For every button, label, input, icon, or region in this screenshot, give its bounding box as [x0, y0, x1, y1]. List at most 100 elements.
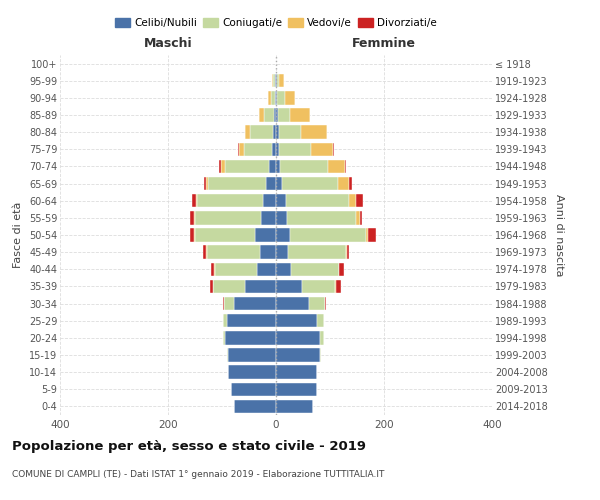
Bar [223, 297, 224, 310]
Bar [203, 177, 206, 190]
Text: Femmine: Femmine [352, 37, 416, 50]
Bar [288, 246, 346, 259]
Bar [275, 91, 276, 104]
Bar [366, 228, 368, 241]
Bar [277, 74, 279, 88]
Bar [225, 331, 276, 344]
Bar [276, 297, 310, 310]
Bar [190, 211, 194, 224]
Bar [275, 74, 276, 88]
Bar [286, 194, 349, 207]
Bar [271, 91, 275, 104]
Bar [276, 314, 317, 328]
Bar [290, 228, 366, 241]
Bar [283, 177, 338, 190]
Bar [276, 228, 290, 241]
Bar [223, 331, 225, 344]
Bar [273, 74, 275, 88]
Bar [290, 108, 310, 122]
Bar [276, 331, 320, 344]
Bar [360, 211, 362, 224]
Bar [279, 142, 311, 156]
Bar [333, 142, 334, 156]
Legend: Celibi/Nubili, Coniugati/e, Vedovi/e, Divorziati/e: Celibi/Nubili, Coniugati/e, Vedovi/e, Di… [111, 14, 441, 32]
Bar [196, 194, 197, 207]
Bar [301, 126, 328, 139]
Bar [278, 108, 290, 122]
Bar [250, 126, 273, 139]
Bar [276, 74, 277, 88]
Bar [349, 177, 352, 190]
Bar [276, 280, 302, 293]
Bar [223, 314, 227, 328]
Bar [317, 314, 323, 328]
Bar [261, 211, 276, 224]
Bar [234, 297, 276, 310]
Bar [276, 177, 283, 190]
Bar [256, 228, 276, 241]
Bar [239, 142, 244, 156]
Bar [229, 348, 276, 362]
Bar [276, 91, 277, 104]
Bar [338, 177, 349, 190]
Bar [274, 108, 276, 122]
Bar [227, 314, 276, 328]
Bar [224, 297, 234, 310]
Bar [227, 348, 229, 362]
Bar [276, 348, 320, 362]
Bar [368, 228, 376, 241]
Bar [238, 142, 239, 156]
Bar [245, 126, 250, 139]
Bar [234, 400, 276, 413]
Bar [276, 246, 288, 259]
Bar [244, 142, 272, 156]
Bar [276, 126, 278, 139]
Text: Maschi: Maschi [143, 37, 193, 50]
Bar [320, 331, 323, 344]
Bar [276, 160, 280, 173]
Bar [349, 194, 356, 207]
Bar [277, 91, 284, 104]
Bar [276, 382, 317, 396]
Bar [221, 160, 225, 173]
Bar [263, 108, 274, 122]
Bar [225, 160, 269, 173]
Bar [208, 177, 266, 190]
Bar [311, 142, 333, 156]
Bar [356, 211, 360, 224]
Bar [276, 211, 287, 224]
Bar [268, 91, 271, 104]
Bar [269, 160, 276, 173]
Bar [278, 126, 301, 139]
Bar [287, 211, 356, 224]
Bar [266, 177, 276, 190]
Text: COMUNE DI CAMPLI (TE) - Dati ISTAT 1° gennaio 2019 - Elaborazione TUTTITALIA.IT: COMUNE DI CAMPLI (TE) - Dati ISTAT 1° ge… [12, 470, 385, 479]
Bar [206, 177, 208, 190]
Bar [339, 262, 344, 276]
Bar [190, 228, 194, 241]
Bar [347, 246, 349, 259]
Bar [260, 246, 276, 259]
Bar [310, 297, 325, 310]
Text: Popolazione per età, sesso e stato civile - 2019: Popolazione per età, sesso e stato civil… [12, 440, 366, 453]
Bar [276, 194, 286, 207]
Bar [284, 91, 295, 104]
Bar [325, 297, 326, 310]
Bar [346, 246, 347, 259]
Bar [207, 246, 260, 259]
Bar [356, 194, 364, 207]
Bar [203, 246, 206, 259]
Bar [272, 142, 276, 156]
Bar [197, 194, 263, 207]
Bar [193, 194, 196, 207]
Bar [279, 74, 284, 88]
Bar [209, 280, 214, 293]
Bar [276, 142, 279, 156]
Bar [229, 366, 276, 379]
Bar [259, 108, 263, 122]
Bar [336, 280, 341, 293]
Bar [263, 194, 276, 207]
Y-axis label: Anni di nascita: Anni di nascita [554, 194, 564, 276]
Bar [320, 348, 322, 362]
Bar [195, 228, 256, 241]
